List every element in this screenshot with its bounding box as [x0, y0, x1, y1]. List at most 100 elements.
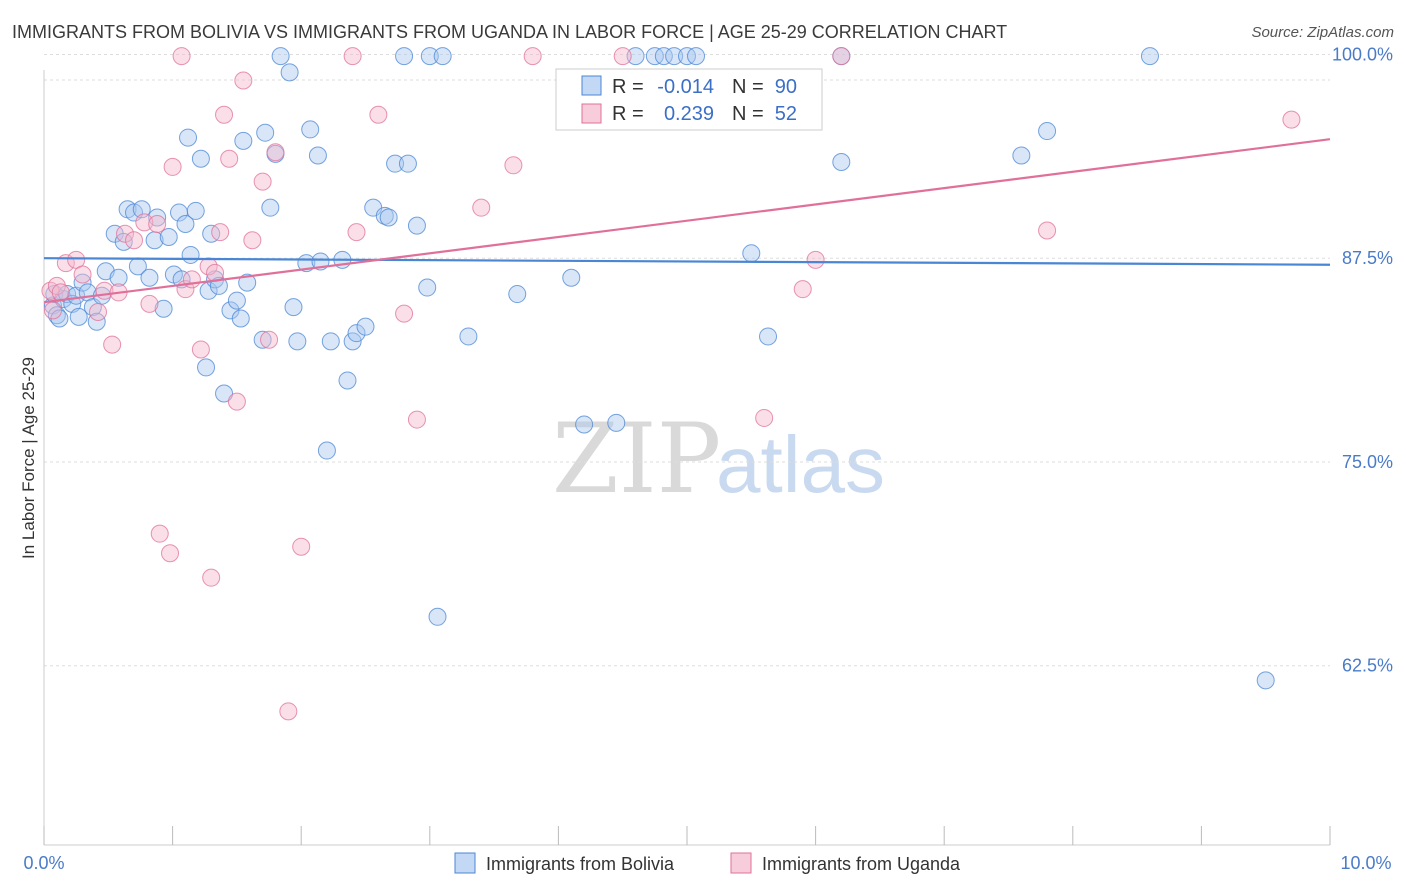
point-bolivia-79 [575, 415, 594, 434]
y-tick-label-0: 100.0% [1332, 44, 1393, 64]
y-tick-label-3: 62.5% [1342, 656, 1393, 676]
stats-swatch-uganda [581, 103, 602, 124]
point-bolivia-30 [176, 214, 195, 233]
point-bolivia-89 [832, 153, 851, 172]
point-uganda-21 [182, 270, 201, 289]
point-uganda-6 [73, 265, 92, 284]
y-axis-label: In Labor Force | Age 25-29 [19, 357, 38, 559]
point-bolivia-70 [398, 154, 417, 173]
point-bolivia-87 [742, 244, 761, 263]
chart-source: Source: ZipAtlas.com [1251, 24, 1394, 41]
point-uganda-47 [793, 280, 812, 299]
point-uganda-32 [253, 172, 272, 191]
point-uganda-44 [523, 47, 542, 66]
stats-n-label-bolivia: N = [732, 76, 764, 98]
point-bolivia-46 [253, 330, 272, 349]
point-uganda-35 [279, 702, 298, 721]
point-bolivia-25 [154, 299, 173, 318]
point-bolivia-56 [308, 146, 327, 165]
point-uganda-36 [292, 537, 311, 556]
point-bolivia-93 [1140, 47, 1159, 66]
point-uganda-28 [220, 149, 239, 168]
watermark-zip: ZIP [552, 403, 721, 515]
point-bolivia-80 [607, 413, 626, 432]
point-bolivia-72 [418, 278, 437, 297]
y-tick-label-1: 87.5% [1342, 248, 1393, 268]
point-bolivia-58 [317, 441, 336, 460]
y-tick-label-2: 75.0% [1342, 452, 1393, 472]
stats-n-value-uganda: 52 [775, 103, 797, 125]
point-bolivia-43 [231, 309, 250, 328]
point-uganda-43 [504, 156, 523, 175]
point-bolivia-35 [197, 358, 216, 377]
legend-label-uganda: Immigrants from Uganda [762, 854, 961, 874]
point-uganda-45 [613, 47, 632, 66]
stats-box: R = -0.014 N = 90 R = 0.239 N = 52 [555, 68, 823, 131]
point-bolivia-16 [109, 268, 128, 287]
legend-label-bolivia: Immigrants from Bolivia [486, 854, 675, 874]
point-bolivia-47 [256, 123, 275, 142]
point-uganda-15 [148, 214, 167, 233]
point-bolivia-75 [433, 47, 452, 66]
point-bolivia-51 [280, 63, 299, 82]
point-uganda-30 [234, 71, 253, 90]
stats-n-value-bolivia: 90 [775, 76, 797, 98]
point-uganda-34 [266, 143, 285, 162]
point-bolivia-7 [67, 286, 86, 305]
trend-line-bolivia [43, 257, 1331, 266]
legend-swatch-uganda [730, 852, 752, 874]
point-bolivia-68 [386, 154, 405, 173]
point-uganda-16 [150, 524, 169, 543]
point-bolivia-82 [645, 47, 664, 66]
point-uganda-49 [832, 47, 851, 66]
point-bolivia-42 [227, 291, 246, 310]
axes [43, 70, 1331, 846]
point-bolivia-76 [459, 327, 478, 346]
point-bolivia-22 [140, 268, 159, 287]
stats-r-label-uganda: R = [612, 103, 644, 125]
point-bolivia-52 [284, 298, 303, 317]
point-bolivia-40 [215, 384, 234, 403]
x-tick-label-min: 0.0% [23, 853, 64, 873]
points [41, 47, 1301, 721]
point-bolivia-67 [379, 208, 398, 227]
point-bolivia-8 [69, 307, 88, 326]
trend-line-uganda [43, 138, 1331, 304]
point-bolivia-92 [1038, 122, 1057, 141]
point-bolivia-71 [407, 216, 426, 235]
legend-swatch-bolivia [454, 852, 476, 874]
point-uganda-9 [103, 335, 122, 354]
point-bolivia-69 [395, 47, 414, 66]
point-bolivia-85 [678, 47, 696, 66]
stats-n-label-uganda: N = [732, 103, 764, 125]
point-bolivia-59 [321, 332, 340, 351]
point-uganda-37 [343, 47, 362, 66]
point-bolivia-77 [508, 285, 527, 304]
point-bolivia-88 [759, 327, 778, 346]
legend: Immigrants from Bolivia Immigrants from … [454, 852, 961, 874]
point-bolivia-32 [181, 245, 200, 264]
x-tick-label-max: 10.0% [1340, 853, 1391, 873]
point-bolivia-64 [356, 317, 375, 336]
point-bolivia-50 [271, 47, 290, 66]
point-uganda-19 [172, 47, 191, 66]
point-bolivia-34 [191, 149, 210, 168]
point-uganda-27 [215, 105, 234, 124]
point-uganda-7 [89, 302, 108, 321]
point-uganda-51 [1282, 110, 1301, 129]
point-uganda-18 [163, 157, 182, 176]
point-uganda-50 [1038, 221, 1057, 240]
y-tick-labels: 100.0% 87.5% 75.0% 62.5% [1332, 44, 1393, 675]
point-uganda-41 [407, 410, 426, 429]
point-bolivia-86 [687, 47, 706, 66]
point-bolivia-81 [626, 47, 645, 66]
point-bolivia-31 [179, 128, 198, 147]
point-uganda-26 [211, 223, 230, 242]
point-uganda-31 [243, 231, 262, 250]
point-uganda-24 [202, 568, 221, 587]
point-bolivia-44 [234, 131, 253, 150]
point-bolivia-74 [428, 607, 447, 626]
point-uganda-1 [44, 301, 63, 320]
point-uganda-33 [260, 330, 279, 349]
